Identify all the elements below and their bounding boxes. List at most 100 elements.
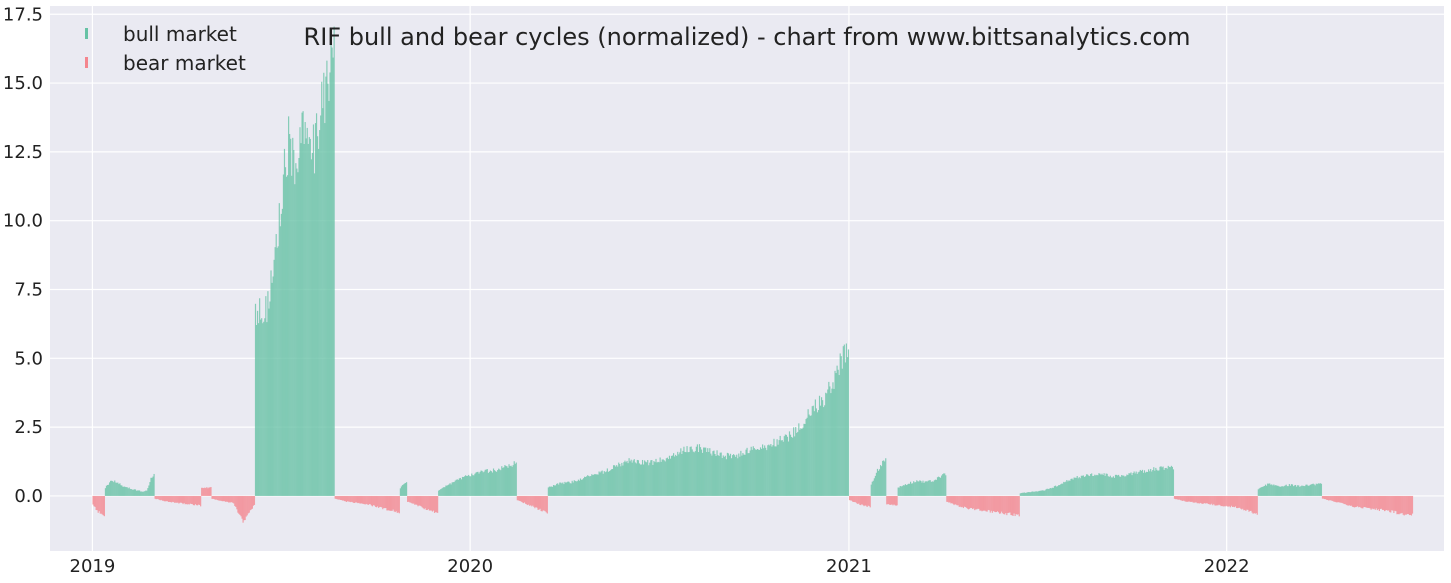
bar	[1345, 495, 1347, 505]
bar	[1129, 473, 1131, 496]
bar	[297, 172, 299, 496]
bar	[226, 495, 229, 502]
bar	[684, 451, 686, 496]
bar	[1334, 495, 1336, 502]
bar	[125, 487, 127, 496]
bar	[315, 113, 318, 496]
bar	[1099, 473, 1101, 496]
y-tick-label: 15.0	[3, 73, 43, 94]
bar	[269, 301, 271, 496]
bar	[1154, 470, 1156, 496]
bar	[681, 454, 683, 496]
bar	[1264, 484, 1267, 496]
bar	[1193, 495, 1195, 503]
bar	[807, 409, 809, 496]
bar	[407, 495, 409, 502]
y-axis-ticks: 0.0 2.5 5.0 7.5 10.0 12.5 15.0 17.5	[3, 4, 43, 507]
bar	[765, 447, 767, 496]
bar	[1310, 484, 1312, 496]
bar	[1255, 495, 1257, 514]
bar	[1307, 485, 1309, 496]
bar	[268, 308, 270, 496]
bar	[1241, 495, 1243, 510]
bar	[195, 495, 198, 506]
bar	[556, 483, 558, 496]
bar	[1141, 469, 1143, 496]
bar	[1332, 495, 1334, 502]
bar	[423, 495, 425, 510]
bar	[511, 466, 513, 496]
bar	[671, 455, 674, 496]
bar	[117, 482, 119, 496]
bar	[1406, 495, 1408, 515]
bar	[391, 495, 393, 511]
bar	[470, 476, 472, 496]
bar	[417, 495, 419, 507]
bar	[459, 477, 461, 496]
bar	[1299, 486, 1301, 496]
bar	[514, 463, 516, 496]
bar	[952, 495, 954, 504]
bar	[1135, 471, 1137, 496]
bar	[1136, 473, 1138, 496]
bar	[152, 476, 154, 496]
bar	[1142, 472, 1145, 496]
bar	[543, 495, 545, 511]
bar	[377, 495, 379, 507]
bar	[344, 495, 347, 502]
bar	[997, 495, 1000, 513]
bar	[1071, 478, 1073, 496]
bar	[245, 495, 247, 517]
bar	[1163, 469, 1165, 496]
bar	[1229, 495, 1231, 508]
bar	[1074, 477, 1076, 496]
bar	[220, 495, 222, 501]
bar	[1347, 495, 1349, 506]
bar	[1293, 485, 1296, 496]
bar	[249, 495, 251, 511]
bar	[289, 134, 291, 496]
bar	[827, 389, 829, 496]
bar	[750, 446, 752, 496]
bar	[217, 495, 219, 501]
bar	[977, 495, 979, 509]
bar	[1118, 474, 1120, 496]
bar	[772, 445, 774, 496]
bar	[828, 381, 830, 496]
bar	[881, 466, 883, 496]
bar	[1167, 465, 1169, 496]
bar	[741, 455, 743, 496]
bar	[1066, 479, 1068, 496]
bar	[641, 459, 644, 496]
bar	[440, 489, 442, 496]
bar	[508, 464, 510, 496]
bar	[618, 462, 620, 496]
bar	[165, 495, 168, 502]
bar	[1298, 485, 1300, 496]
bar	[332, 57, 334, 496]
bar	[295, 163, 297, 496]
bar	[749, 450, 751, 496]
bar	[1043, 490, 1045, 496]
bar	[521, 495, 524, 503]
bar	[642, 464, 645, 496]
bar	[113, 482, 115, 496]
bar	[335, 495, 337, 499]
bar	[199, 495, 201, 505]
bar	[337, 495, 339, 500]
bar	[711, 455, 713, 496]
bar	[1409, 495, 1412, 515]
bar	[500, 470, 502, 496]
bar	[630, 459, 632, 496]
bar	[1253, 495, 1255, 514]
bar	[516, 495, 518, 501]
bar	[906, 484, 909, 496]
bar	[953, 495, 955, 506]
bar	[193, 495, 196, 506]
bar	[1198, 495, 1200, 504]
bar	[959, 495, 961, 507]
bar	[372, 495, 375, 506]
bar	[576, 481, 578, 496]
bar	[780, 440, 782, 496]
bar	[539, 495, 541, 509]
